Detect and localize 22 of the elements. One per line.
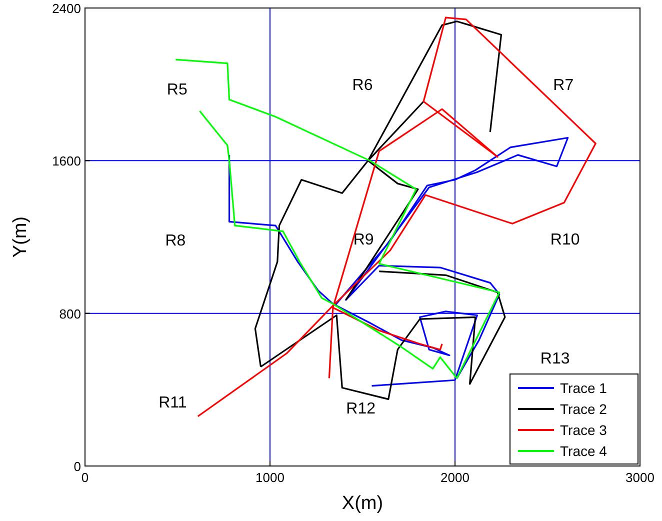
legend-label: Trace 1 (560, 380, 608, 396)
annotation: R13 (540, 350, 570, 368)
y-tick-label: 0 (74, 459, 81, 474)
legend-label: Trace 3 (560, 422, 608, 438)
x-tick-label: 1000 (256, 470, 284, 485)
y-axis-title: Y(m) (10, 216, 31, 258)
y-tick-label: 800 (59, 306, 81, 322)
annotation: R11 (158, 394, 187, 412)
x-tick-label: 3000 (626, 470, 654, 485)
annotation: R7 (553, 77, 574, 94)
legend-label: Trace 2 (560, 401, 608, 417)
annotation: R5 (166, 82, 188, 99)
annotation: R12 (346, 400, 376, 418)
x-tick-label: 2000 (440, 470, 470, 485)
x-axis-title: X(m) (342, 493, 384, 514)
legend-label: Trace 4 (560, 443, 608, 459)
y-tick-label: 1600 (52, 154, 81, 169)
annotation: R8 (165, 232, 186, 250)
annotation: R10 (550, 231, 580, 248)
annotation: R9 (353, 231, 374, 248)
y-tick-label: 2400 (52, 1, 81, 16)
annotation: R6 (352, 77, 373, 94)
